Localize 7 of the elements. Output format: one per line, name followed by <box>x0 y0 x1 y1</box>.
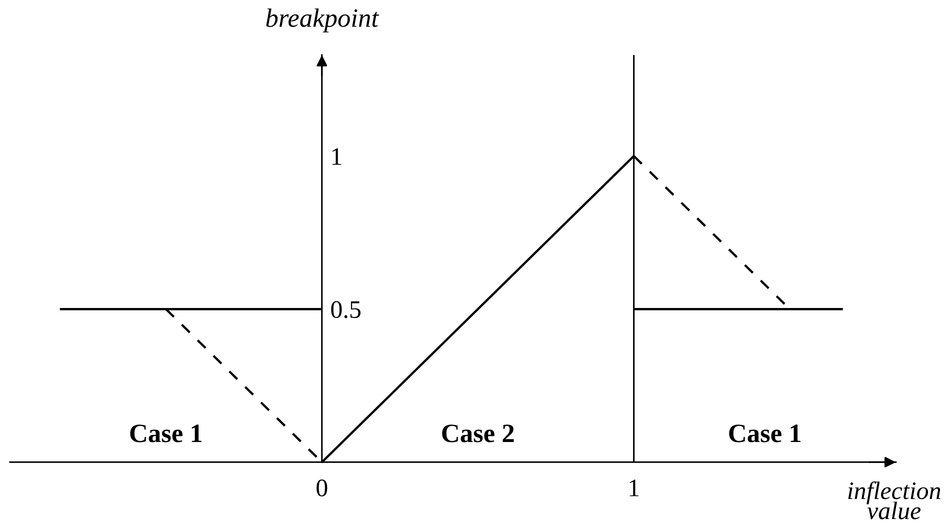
annotation: Case 1 <box>729 424 800 442</box>
y-axis-title: breakpoint <box>266 8 380 32</box>
annotation: Case 2 <box>442 424 514 442</box>
y-tick-label: 0.5 <box>331 301 360 318</box>
annotation: Case 1 <box>130 424 202 442</box>
x-tick-label: 0 <box>316 480 328 496</box>
x-axis-title: inflection value <box>848 481 940 520</box>
